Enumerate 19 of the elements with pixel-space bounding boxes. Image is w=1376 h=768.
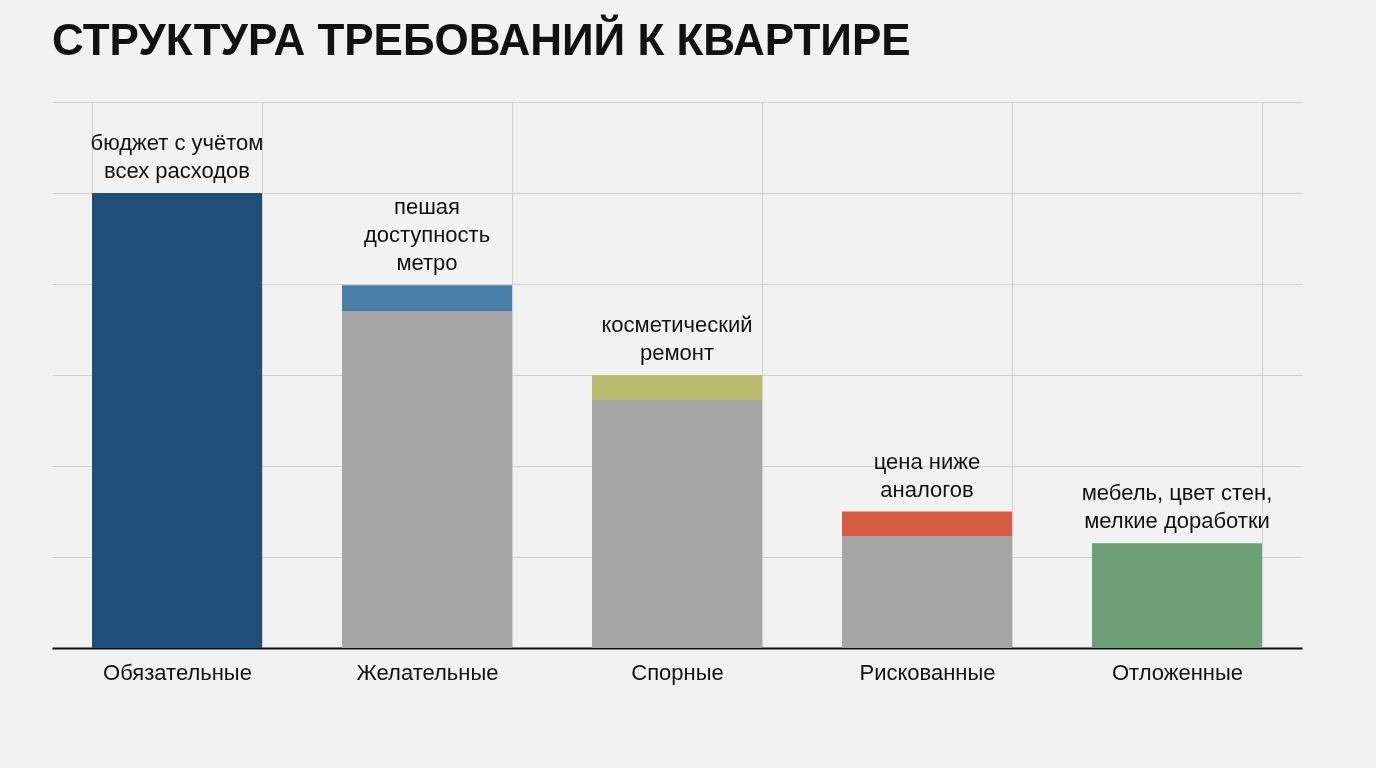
bar — [342, 311, 512, 648]
x-tick-label: Спорные — [631, 659, 724, 685]
x-tick-label: Рискованные — [859, 659, 996, 685]
bar — [842, 511, 1012, 537]
bar — [592, 375, 762, 401]
x-tick-label: Отложенные — [1111, 659, 1244, 685]
chart-title: СТРУКТУРА ТРЕБОВАНИЙ К КВАРТИРЕ — [52, 14, 911, 64]
bar — [92, 193, 262, 648]
annotation: косметический ремонт — [601, 312, 753, 365]
annotation: пешая доступность метро — [363, 194, 491, 276]
bar — [342, 285, 512, 312]
x-tick-label: Желательные — [356, 659, 499, 685]
annotation: цена ниже аналогов — [873, 448, 981, 502]
bar — [842, 536, 1012, 648]
x-tick-label: Обязательные — [103, 659, 252, 685]
annotation: мебель, цвет стен, мелкие доработки — [1081, 480, 1273, 534]
annotation: бюджет с учётом всех расходов — [90, 130, 264, 183]
bar — [1092, 543, 1262, 648]
bar — [592, 400, 762, 648]
